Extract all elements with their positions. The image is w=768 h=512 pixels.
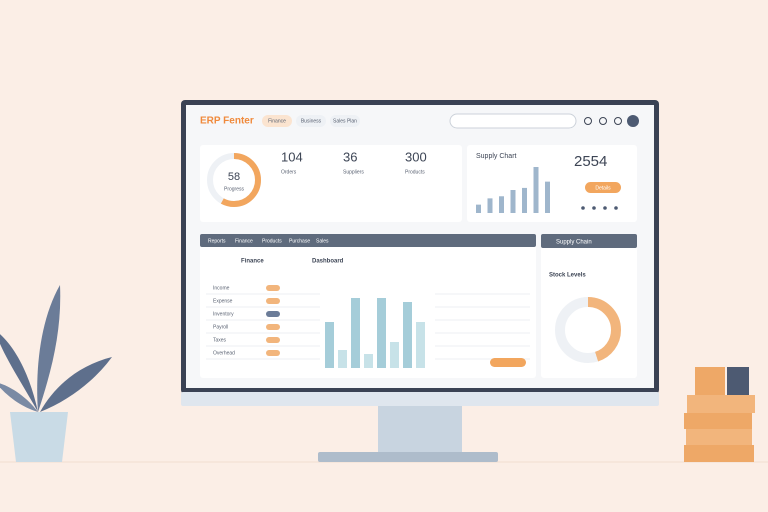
- dot: [614, 206, 618, 210]
- gauge-arc: [207, 153, 261, 207]
- search-box[interactable]: [449, 113, 577, 129]
- details-button[interactable]: [585, 182, 621, 193]
- chart-bar: [364, 354, 373, 368]
- row-label: Expense: [213, 298, 233, 304]
- row-label: Overhead: [213, 350, 235, 356]
- main-tab[interactable]: Purchase: [289, 238, 310, 244]
- gauge-value: 58: [228, 171, 240, 183]
- stat-label: Suppliers: [343, 169, 364, 175]
- supply-bar: [476, 204, 481, 213]
- supply-bar: [510, 190, 516, 213]
- donut-title: Stock Levels: [549, 273, 586, 279]
- main-panel: [200, 234, 536, 378]
- tab-label[interactable]: Finance: [268, 118, 286, 124]
- center-title: Dashboard: [312, 259, 344, 265]
- side-header: [541, 234, 637, 248]
- plant: [0, 285, 112, 462]
- row-label: Income: [213, 285, 230, 291]
- chart-bar: [325, 322, 334, 368]
- icon[interactable]: [584, 117, 592, 125]
- summary-card: [200, 145, 462, 222]
- row-label: Taxes: [213, 337, 227, 343]
- action-button[interactable]: [490, 358, 526, 367]
- stat-value: 300: [405, 149, 427, 164]
- row-label: Payroll: [213, 324, 228, 330]
- main-tab[interactable]: Reports: [208, 238, 226, 244]
- dot: [592, 206, 596, 210]
- chart-bar: [377, 298, 386, 368]
- chart-bar: [390, 342, 399, 368]
- status-pill: [266, 350, 280, 356]
- header-tab[interactable]: [296, 115, 326, 127]
- supply-bar: [499, 196, 504, 213]
- status-pill: [266, 285, 280, 291]
- logo: ERP Fenter: [200, 116, 254, 127]
- books: [684, 367, 755, 462]
- supply-bar: [487, 198, 493, 213]
- status-pill: [266, 311, 280, 317]
- supply-card: [467, 145, 637, 222]
- tab-label[interactable]: Sales Plan: [333, 118, 357, 124]
- dot: [581, 206, 585, 210]
- supply-total: 2554: [574, 153, 607, 170]
- status-pill: [266, 337, 280, 343]
- gauge-label: Progress: [224, 186, 245, 192]
- chart-bar: [351, 298, 360, 368]
- supply-title: Supply Chart: [476, 153, 517, 160]
- header-tab[interactable]: [262, 115, 292, 127]
- stat-label: Products: [405, 169, 425, 175]
- left-title: Finance: [241, 259, 264, 265]
- tab-label[interactable]: Business: [301, 118, 322, 124]
- stat-label: Orders: [281, 169, 297, 175]
- status-pill: [266, 298, 280, 304]
- status-pill: [266, 324, 280, 330]
- supply-bar: [522, 187, 527, 213]
- header-tab[interactable]: [330, 115, 360, 127]
- chart-bar: [416, 322, 425, 368]
- icon[interactable]: [614, 117, 622, 125]
- chart-bar: [403, 302, 412, 368]
- chart-bar: [338, 350, 347, 368]
- stat-value: 36: [343, 149, 357, 164]
- avatar[interactable]: [627, 115, 639, 127]
- supply-bar: [545, 181, 550, 213]
- side-title: Supply Chain: [556, 240, 592, 246]
- main-tab[interactable]: Sales: [316, 238, 329, 244]
- dot: [603, 206, 607, 210]
- row-label: Inventory: [213, 311, 234, 317]
- main-tabbar: [200, 234, 536, 247]
- supply-bar: [533, 167, 539, 213]
- main-tab[interactable]: Products: [262, 238, 282, 244]
- stat-value: 104: [281, 149, 303, 164]
- icon[interactable]: [599, 117, 607, 125]
- donut-segment: [555, 297, 621, 363]
- button-label[interactable]: Details: [595, 185, 611, 191]
- main-tab[interactable]: Finance: [235, 238, 253, 244]
